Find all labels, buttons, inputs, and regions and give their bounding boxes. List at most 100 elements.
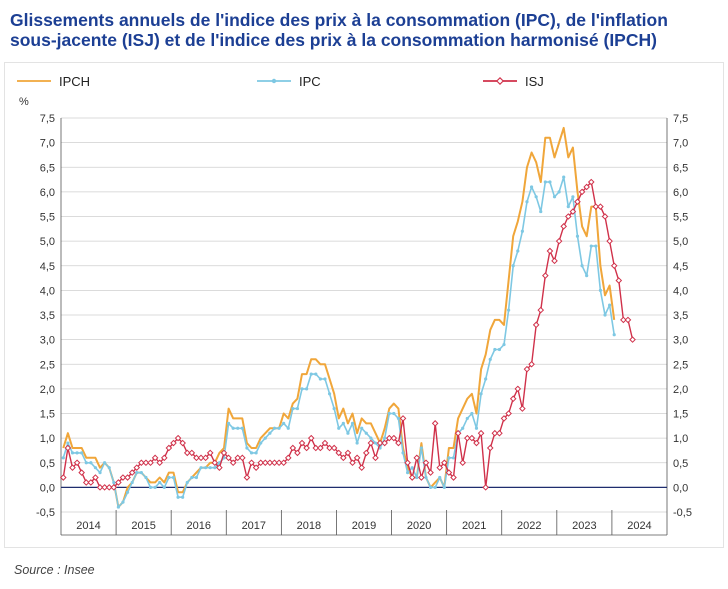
data-point-ipc (112, 480, 116, 485)
data-point-isj (340, 454, 347, 462)
data-point-ipc (608, 303, 612, 307)
data-point-isj (546, 247, 554, 255)
data-point-ipc (116, 505, 120, 509)
data-point-isj (64, 444, 72, 452)
y-tick-label-right: 4,5 (673, 261, 688, 273)
y-tick-label-right: 0,0 (673, 482, 688, 494)
data-point-ipc (98, 471, 102, 475)
series-line-ipc (62, 176, 615, 508)
y-tick-label-left: -0,5 (36, 507, 55, 519)
data-point-isj (142, 459, 150, 467)
data-point-isj (119, 474, 127, 481)
data-point-isj (280, 459, 287, 467)
data-point-ipc (249, 451, 254, 455)
data-point-ipc (181, 495, 185, 499)
data-point-isj (629, 336, 636, 343)
y-tick-label-right: 6,0 (673, 187, 688, 199)
x-tick-label: 2019 (352, 520, 376, 532)
data-point-isj (170, 439, 177, 447)
chart-title: Glissements annuels de l'indice des prix… (10, 10, 710, 50)
y-tick-label-left: 5,5 (40, 212, 55, 224)
data-point-ipc (314, 372, 318, 376)
data-point-ipc (603, 313, 607, 317)
data-point-isj (220, 449, 228, 457)
data-point-isj (468, 434, 476, 442)
y-tick-label-left: 0,5 (40, 458, 55, 470)
data-point-ipc (401, 451, 405, 455)
y-tick-label-left: 3,5 (40, 310, 55, 322)
data-point-ipc (318, 377, 322, 381)
data-point-isj (335, 449, 343, 457)
data-point-isj (156, 459, 164, 467)
data-point-isj (105, 484, 113, 491)
data-point-ipc (84, 461, 88, 465)
y-tick-label-left: 4,5 (40, 261, 55, 273)
data-point-isj (133, 464, 141, 471)
data-point-isj (491, 429, 499, 437)
data-point-isj (597, 203, 604, 210)
data-point-ipc (254, 451, 258, 455)
data-point-isj (179, 439, 186, 447)
x-tick-label: 2022 (517, 520, 541, 532)
data-point-isj (427, 469, 434, 476)
data-point-ipc (474, 426, 479, 430)
data-point-isj (459, 459, 467, 467)
data-point-ipc (162, 485, 166, 489)
data-point-ipc (383, 436, 387, 440)
data-point-ipc (245, 446, 249, 450)
y-tick-label-left: 1,5 (40, 409, 55, 421)
series-line-isj (62, 181, 634, 489)
data-point-ipc (571, 195, 575, 199)
data-point-ipc (502, 342, 506, 347)
data-point-ipc (282, 421, 286, 425)
y-tick-label-left: 5,0 (40, 236, 55, 248)
data-point-ipc (548, 180, 552, 184)
data-point-ipc (589, 244, 593, 248)
data-point-ipc (387, 411, 391, 416)
data-point-isj (583, 183, 590, 191)
data-point-isj (229, 459, 237, 467)
data-point-isj (413, 454, 421, 462)
data-point-ipc (410, 466, 414, 470)
data-point-isj (353, 454, 361, 462)
data-point-isj (326, 444, 333, 452)
data-point-ipc (424, 475, 428, 480)
data-point-isj (59, 474, 67, 481)
data-point-isj (284, 454, 292, 462)
data-point-isj (239, 454, 246, 462)
data-point-isj (115, 479, 122, 486)
data-point-isj (211, 459, 219, 467)
data-point-isj (454, 429, 462, 437)
data-point-ipc (585, 274, 589, 278)
source-note: Source : Insee (14, 563, 95, 577)
data-point-ipc (185, 480, 189, 485)
data-point-ipc (484, 377, 488, 381)
data-point-isj (463, 434, 471, 442)
data-point-isj (307, 434, 315, 442)
data-point-isj (519, 405, 526, 412)
legend-label-ipc: IPC (299, 74, 321, 89)
data-point-ipc (543, 180, 547, 184)
data-point-ipc (204, 466, 208, 470)
data-point-ipc (470, 411, 474, 416)
x-tick-label: 2014 (76, 520, 100, 532)
data-point-isj (87, 479, 95, 486)
data-point-isj (372, 454, 379, 462)
data-point-ipc (167, 475, 171, 480)
data-point-isj (569, 208, 577, 215)
y-tick-label-right: 3,5 (673, 310, 688, 322)
data-point-isj (147, 459, 154, 467)
data-point-ipc (263, 436, 267, 440)
data-point-ipc (557, 190, 561, 194)
data-point-isj (500, 415, 508, 422)
data-point-ipc (360, 426, 364, 430)
y-tick-label-right: 1,0 (673, 433, 688, 445)
data-point-isj (505, 410, 512, 417)
data-point-ipc (327, 392, 332, 396)
y-tick-label-right: 2,5 (673, 359, 688, 371)
data-point-isj (344, 449, 352, 457)
data-point-isj (523, 365, 531, 373)
data-point-ipc (236, 426, 240, 430)
data-point-ipc (199, 466, 203, 470)
data-point-ipc (575, 234, 580, 238)
